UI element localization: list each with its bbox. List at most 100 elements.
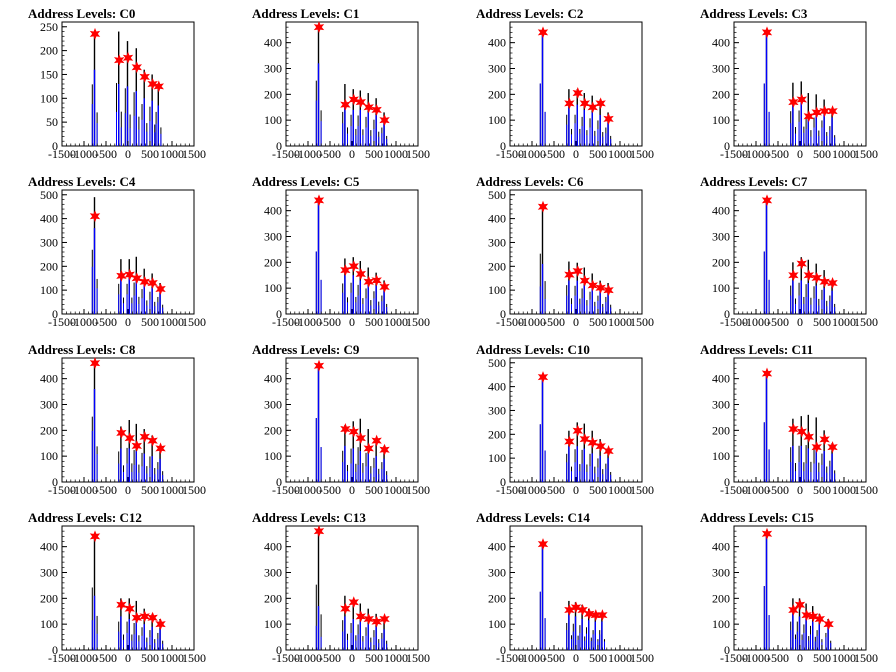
x-tick-label: -1000 — [294, 147, 322, 161]
blue-histogram-bar — [818, 135, 820, 146]
x-tick-label: 1000 — [160, 651, 184, 665]
blue-histogram-bar — [590, 641, 592, 650]
x-tick-label: -1500 — [48, 651, 76, 665]
peak-marker — [348, 260, 359, 273]
blue-histogram-bar — [818, 305, 820, 314]
x-tick-label: 0 — [797, 651, 803, 665]
blue-histogram-bar — [135, 451, 137, 482]
blue-histogram-bar — [829, 130, 831, 146]
blue-histogram-bar — [834, 137, 836, 146]
chart-panel-13: Address Levels: C13 0 100 200 300 400 -1500-10… — [252, 510, 430, 665]
blue-histogram-bar — [803, 471, 805, 482]
blue-histogram-bar — [541, 263, 544, 314]
peak-marker — [371, 103, 382, 116]
blue-histogram-bar — [138, 641, 140, 650]
blue-histogram-bar — [373, 637, 375, 650]
x-tick-label: 0 — [797, 147, 803, 161]
blue-histogram-bar — [579, 303, 581, 314]
y-tick-label: 100 — [264, 281, 282, 295]
blue-histogram-bar — [768, 279, 770, 314]
blue-histogram-bar — [763, 251, 765, 314]
blue-histogram-bar — [362, 303, 364, 314]
blue-histogram-bar — [792, 613, 794, 650]
peak-marker — [379, 613, 390, 625]
blue-histogram-bar — [576, 104, 578, 146]
x-tick-label: 1000 — [384, 147, 408, 161]
blue-histogram-bar — [317, 365, 320, 482]
blue-histogram-bar — [375, 456, 377, 482]
black-histogram-bar — [320, 614, 322, 650]
blue-histogram-bar — [120, 127, 122, 146]
blue-histogram-bar — [566, 295, 568, 314]
y-tick-label: 0 — [724, 643, 730, 657]
blue-histogram-bar — [594, 306, 596, 314]
y-tick-label: 0 — [724, 475, 730, 489]
y-tick-label: 400 — [488, 540, 506, 554]
x-tick-label: -1500 — [272, 147, 300, 161]
chart-title: Address Levels: C8 — [28, 342, 136, 357]
y-tick-label: 100 — [712, 113, 730, 127]
blue-histogram-bar — [568, 107, 570, 146]
x-tick-label: -500 — [319, 315, 341, 329]
y-tick-label: 200 — [488, 427, 506, 441]
peak-marker — [796, 425, 807, 438]
peak-marker — [570, 601, 582, 614]
chart-title: Address Levels: C14 — [476, 510, 590, 525]
plot-frame — [285, 357, 419, 483]
blue-histogram-bar — [135, 91, 137, 146]
y-tick-label: 100 — [40, 449, 58, 463]
blue-histogram-bar — [157, 105, 159, 146]
y-tick-label: 0 — [500, 139, 506, 153]
blue-histogram-bar — [344, 616, 346, 650]
peak-marker — [603, 445, 614, 457]
chart-panel-0: Address Levels: C0 0 50 100 150 200 250 -1500-1… — [28, 6, 206, 161]
black-histogram-bar — [544, 281, 546, 314]
y-tick-label: 100 — [40, 91, 58, 105]
blue-histogram-bar — [151, 100, 153, 146]
blue-histogram-bar — [577, 639, 579, 650]
blue-histogram-bar — [381, 638, 383, 650]
peak-marker — [313, 21, 325, 34]
blue-histogram-bar — [594, 135, 596, 146]
peak-marker — [340, 98, 351, 111]
x-tick-label: 500 — [365, 651, 383, 665]
x-tick-label: 500 — [141, 483, 159, 497]
blue-histogram-bar — [790, 630, 792, 650]
x-tick-label: -1500 — [720, 147, 748, 161]
x-tick-label: -500 — [767, 315, 789, 329]
blue-histogram-bar — [826, 135, 828, 146]
blue-histogram-bar — [588, 620, 590, 650]
y-tick-label: 400 — [264, 372, 282, 386]
y-tick-label: 300 — [488, 403, 506, 417]
x-tick-label: 500 — [365, 483, 383, 497]
blue-histogram-bar — [359, 109, 361, 146]
x-tick-label: 0 — [125, 483, 131, 497]
blue-histogram-bar — [359, 280, 361, 314]
blue-histogram-bar — [146, 642, 148, 650]
blue-histogram-bar — [572, 631, 574, 650]
y-tick-label: 200 — [488, 259, 506, 273]
x-tick-label: 0 — [349, 315, 355, 329]
black-histogram-bar — [539, 253, 541, 314]
blue-histogram-bar — [581, 463, 583, 482]
blue-histogram-bar — [126, 463, 128, 482]
blue-histogram-bar — [798, 462, 800, 482]
y-tick-label: 200 — [40, 591, 58, 605]
blue-histogram-bar — [576, 280, 578, 314]
blue-histogram-bar — [810, 471, 812, 482]
blue-histogram-bar — [367, 624, 369, 650]
x-tick-label: -1500 — [496, 651, 524, 665]
x-tick-label: 1500 — [182, 315, 206, 329]
blue-histogram-bar — [162, 475, 164, 482]
blue-histogram-bar — [834, 307, 836, 314]
y-tick-label: 0 — [276, 307, 282, 321]
blue-histogram-bar — [149, 637, 151, 650]
blue-histogram-bar — [818, 624, 820, 650]
peak-marker — [153, 80, 164, 93]
y-tick-label: 0 — [500, 307, 506, 321]
peak-marker — [155, 618, 166, 631]
peak-marker — [340, 423, 351, 436]
peak-marker — [819, 275, 830, 288]
chart-title: Address Levels: C11 — [700, 342, 813, 357]
x-tick-label: -500 — [543, 483, 565, 497]
